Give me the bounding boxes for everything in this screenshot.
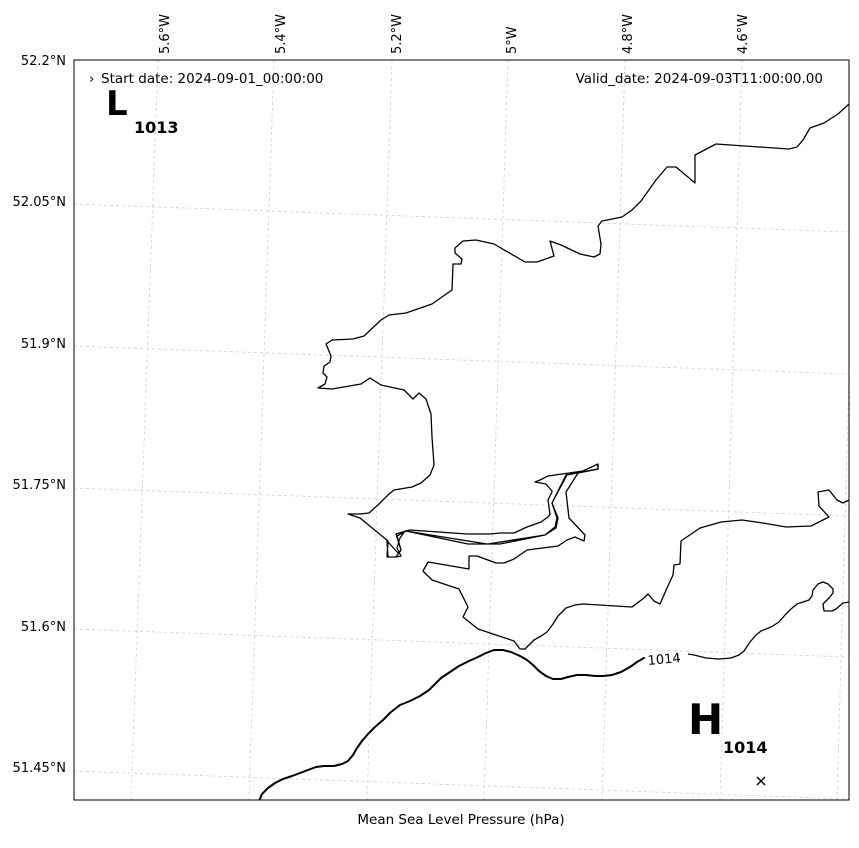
coastline xyxy=(317,103,849,660)
latitude-labels: 52.2°N 52.05°N 51.9°N 51.75°N 51.6°N 51.… xyxy=(13,54,66,776)
lon-label: 5.4°W xyxy=(274,14,289,54)
meridian-5-4w xyxy=(248,60,275,800)
pembrokeshire-coast xyxy=(317,103,849,558)
parallel-52-05n xyxy=(74,203,849,233)
lat-label: 51.45°N xyxy=(13,761,66,776)
lon-label: 5°W xyxy=(505,26,520,54)
valid-date-label: Valid_date: 2024-09-03T11:00:00.00 xyxy=(576,71,823,87)
lat-label: 52.2°N xyxy=(21,54,66,69)
meridian-4-4w xyxy=(836,363,849,800)
lat-label: 51.75°N xyxy=(13,478,66,493)
meridian-4-6w xyxy=(719,60,743,800)
isobar-1014 xyxy=(258,649,645,800)
lat-label: 51.6°N xyxy=(21,620,66,635)
high-symbol: H xyxy=(688,695,723,744)
meridian-4-8w xyxy=(601,60,626,800)
south-coast xyxy=(687,581,849,660)
high-value: 1014 xyxy=(723,738,768,757)
graticule xyxy=(74,60,849,800)
lon-label: 5.2°W xyxy=(390,14,405,54)
meridian-5-2w xyxy=(366,60,393,800)
meridian-5-6w xyxy=(130,60,159,800)
parallel-51-45n xyxy=(74,770,849,800)
longitude-labels: 5.6°W 5.4°W 5.2°W 5°W 4.8°W 4.6°W xyxy=(158,14,751,54)
parallel-51-75n xyxy=(74,487,849,517)
small-marker-glyph: › xyxy=(89,71,94,87)
isobar-1014-label: 1014 xyxy=(647,651,681,669)
parallel-51-6n xyxy=(74,628,849,658)
low-pressure-centre: L 1013 xyxy=(106,84,179,137)
lon-label: 4.8°W xyxy=(621,14,636,54)
lat-label: 52.05°N xyxy=(13,195,66,210)
high-centre-cross-icon xyxy=(756,776,766,786)
milford-haven-coast xyxy=(422,464,849,650)
low-value: 1013 xyxy=(134,118,179,137)
high-pressure-centre: H 1014 xyxy=(688,695,768,786)
low-symbol: L xyxy=(106,84,128,124)
start-date-label: Start date: 2024-09-01_00:00:00 xyxy=(101,71,323,87)
isobar-1014-line xyxy=(258,649,645,800)
map-caption: Mean Sea Level Pressure (hPa) xyxy=(357,812,564,828)
lon-label: 4.6°W xyxy=(736,14,751,54)
meridian-5-0w xyxy=(483,60,509,800)
lon-label: 5.6°W xyxy=(158,14,173,54)
map-frame xyxy=(73,59,850,801)
lat-label: 51.9°N xyxy=(21,337,66,352)
